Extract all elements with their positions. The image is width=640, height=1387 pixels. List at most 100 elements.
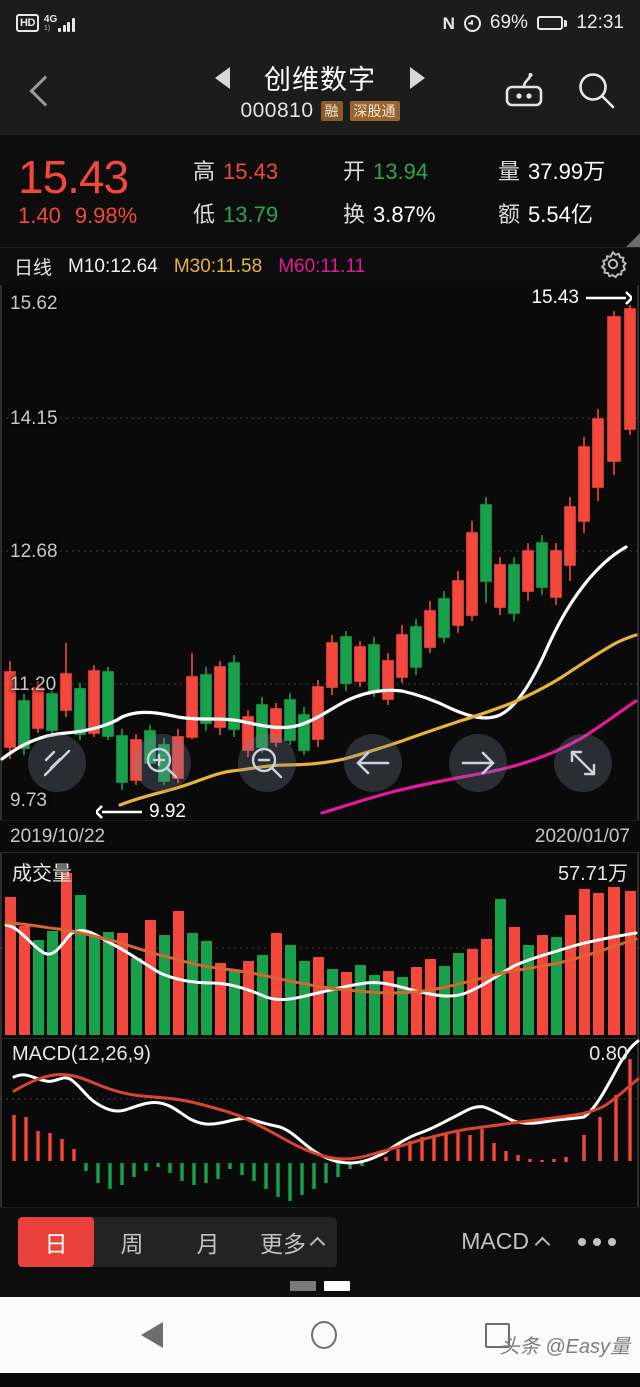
search-icon[interactable]: [576, 70, 618, 112]
stock-code-label: 000810: [240, 99, 314, 122]
period-segment-control: 日 周 月 更多: [18, 1216, 337, 1267]
expand-corner-icon[interactable]: [626, 233, 640, 247]
amount-row: 额 5.54亿: [498, 197, 626, 229]
open-value: 13.94: [373, 158, 429, 184]
page-title: 创维数字: [264, 65, 376, 95]
turnover-value: 3.87%: [373, 201, 436, 227]
stock-code-row: 000810 融 深股通: [240, 99, 400, 123]
low-label: 低: [193, 201, 216, 227]
volume-value: 37.99万: [528, 158, 606, 184]
alarm-icon: [463, 14, 481, 32]
last-price-block: 15.43 1.40 9.98%: [18, 153, 193, 229]
volume-row: 量 37.99万: [498, 154, 626, 186]
amount-label: 额: [498, 201, 521, 227]
previous-stock-button[interactable]: [215, 66, 230, 89]
hd-icon: HD: [16, 14, 39, 32]
quote-col-volume-amount: 量 37.99万 额 5.54亿: [498, 154, 626, 229]
last-price: 15.43: [18, 151, 129, 203]
chevron-up-icon: [534, 1236, 551, 1253]
ma30-legend: M30:11.58: [173, 255, 263, 277]
gear-icon[interactable]: [598, 249, 628, 284]
nav-right-actions: [502, 70, 618, 112]
indicator-label: MACD: [461, 1228, 529, 1254]
date-axis: 2019/10/22 2020/01/07: [0, 820, 640, 852]
ma10-legend: M10:12.64: [68, 255, 158, 277]
period-high-marker: 15.43: [531, 287, 632, 309]
macd-panel[interactable]: MACD(12,26,9) 0.80: [0, 1038, 640, 1207]
watermark: 头条 @Easy量: [499, 1336, 630, 1358]
fullscreen-tool-button[interactable]: [554, 734, 613, 792]
tab-more[interactable]: 更多: [246, 1217, 337, 1267]
period-low-value: 9.92: [149, 801, 186, 822]
network-type-label: 4G: [43, 14, 58, 25]
back-button[interactable]: [29, 74, 61, 107]
volume-chart[interactable]: [0, 853, 640, 1038]
robot-icon[interactable]: [502, 71, 546, 111]
pan-left-tool-button[interactable]: [343, 734, 402, 792]
tab-month[interactable]: 月: [196, 1230, 220, 1257]
tab-bar-right: MACD: [461, 1228, 622, 1255]
crosshair-tool-button[interactable]: [27, 734, 86, 792]
app-nav-bar: 创维数字 000810 融 深股通: [0, 46, 640, 135]
tab-week[interactable]: 周: [120, 1230, 144, 1257]
android-nav-bar: 头条 @Easy量: [0, 1297, 640, 1373]
date-end-label: 2020/01/07: [534, 825, 630, 847]
volume-panel[interactable]: 成交量 57.71万: [0, 852, 640, 1038]
low-value: 13.79: [223, 201, 279, 227]
macd-chart[interactable]: [0, 1039, 640, 1207]
clock-label: 12:31: [576, 12, 624, 33]
status-bar-left: HD 4G 1): [16, 14, 75, 32]
open-label: 开: [343, 158, 366, 184]
period-high-value: 15.43: [531, 287, 579, 308]
android-recents-button[interactable]: [484, 1322, 510, 1348]
battery-percent-label: 69%: [489, 12, 528, 33]
page-dot-1[interactable]: [290, 1281, 316, 1291]
turnover-label: 换: [343, 201, 366, 227]
pan-right-tool-button[interactable]: [448, 734, 507, 792]
period-label: 日线: [14, 258, 53, 279]
tab-day[interactable]: 日: [18, 1216, 94, 1267]
zoom-out-tool-button[interactable]: [238, 734, 297, 792]
amount-value: 5.54亿: [528, 201, 593, 227]
period-low-marker: 9.92: [96, 801, 186, 823]
kline-chart-area[interactable]: 15.62 14.15 12.68 11.20 9.73 15.43 9.92: [0, 285, 640, 852]
high-value: 15.43: [223, 158, 279, 184]
android-home-button[interactable]: [310, 1321, 337, 1349]
signal-bars-icon: [58, 18, 75, 32]
chart-toolbar: [0, 734, 640, 792]
price-change-block: 1.40 9.98%: [18, 203, 193, 229]
turnover-row: 换 3.87%: [343, 197, 498, 229]
ma60-legend: M60:11.11: [278, 255, 366, 277]
status-bar-right: N 69% 12:31: [443, 12, 624, 34]
network-sub-label: 1): [43, 25, 51, 32]
low-row: 低 13.79: [193, 197, 343, 229]
battery-icon: [536, 16, 568, 30]
ma-legend-bar: 日线 M10:12.64 M30:11.58 M60:11.11: [0, 247, 640, 285]
zoom-in-tool-button[interactable]: [132, 734, 191, 792]
page-indicator: [0, 1275, 640, 1297]
page-dot-2[interactable]: [324, 1281, 350, 1291]
high-label: 高: [193, 158, 216, 184]
open-row: 开 13.94: [343, 154, 498, 186]
price-change: 1.40: [18, 203, 61, 228]
ellipsis-icon[interactable]: [578, 1237, 616, 1246]
candlestick-chart[interactable]: 15.62 14.15 12.68 11.20 9.73 15.43 9.92: [0, 285, 640, 823]
connect-badge: 深股通: [349, 101, 400, 121]
indicator-selector-button[interactable]: MACD: [461, 1228, 551, 1255]
date-start-label: 2019/10/22: [10, 825, 106, 847]
high-row: 高 15.43: [193, 154, 343, 186]
network-indicator: 4G 1): [44, 15, 75, 32]
price-change-percent: 9.98%: [74, 203, 138, 228]
nfc-icon: N: [442, 13, 455, 33]
android-nav-buttons: [131, 1321, 510, 1349]
chevron-up-icon: [309, 1236, 326, 1253]
android-back-button[interactable]: [140, 1322, 163, 1348]
quote-col-open-turnover: 开 13.94 换 3.87%: [343, 154, 498, 229]
quote-col-high-low: 高 15.43 低 13.79: [193, 154, 343, 229]
margin-badge: 融: [320, 101, 343, 121]
title-row: 创维数字: [215, 58, 425, 97]
next-stock-button[interactable]: [410, 66, 425, 89]
status-bar: HD 4G 1) N 69% 12:31: [0, 0, 640, 46]
